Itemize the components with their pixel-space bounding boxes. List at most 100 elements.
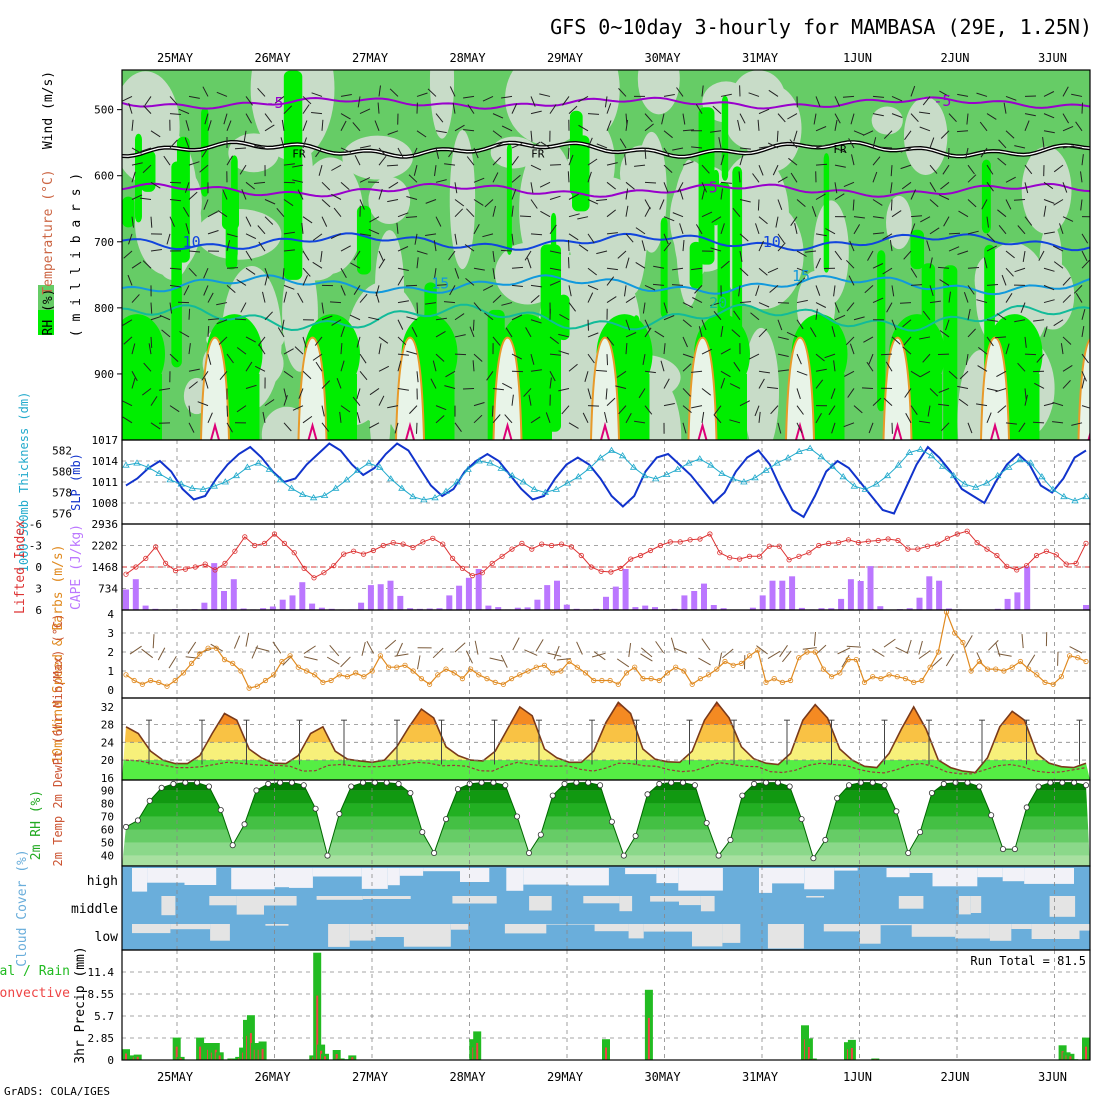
- wind-barb: [625, 257, 630, 269]
- wind-barb: [203, 285, 209, 296]
- wind-speed-point: [796, 655, 802, 661]
- wind-barb: [605, 388, 608, 400]
- wind-barb: [282, 268, 285, 280]
- surface-wind-barb: [640, 653, 653, 662]
- wind-barb: [245, 216, 252, 227]
- wind-barb: [312, 261, 323, 269]
- wind-barb: [462, 387, 475, 390]
- wind-barb: [318, 165, 323, 176]
- wind-barb: [340, 267, 347, 279]
- wind-barb: [1005, 422, 1017, 425]
- rh-point: [608, 818, 615, 825]
- wind-barb: [280, 137, 285, 149]
- wind-barb: [281, 319, 285, 331]
- wind-barb: [169, 96, 178, 105]
- rh-point: [869, 780, 876, 786]
- surface-wind-barb: [272, 641, 282, 654]
- wind-barb: [236, 405, 247, 413]
- wind-speed-point: [738, 660, 745, 667]
- lifted-index-point: [637, 552, 644, 559]
- convective-bar: [1085, 1046, 1087, 1060]
- wind-barb: [891, 113, 903, 118]
- wind-barb: [558, 387, 570, 392]
- convective-bar: [316, 995, 319, 1060]
- wind-barb: [938, 387, 950, 393]
- thickness-point: [894, 461, 903, 468]
- rh-point: [620, 852, 627, 859]
- wind-barb: [1043, 326, 1048, 338]
- wind-barb: [770, 405, 779, 415]
- wind-barb: [872, 297, 884, 304]
- wind-barb: [312, 233, 323, 241]
- lifted-index-point: [618, 565, 624, 572]
- wind-barb: [159, 387, 171, 391]
- wind-barb: [302, 250, 310, 261]
- cloud-gap: [170, 924, 211, 930]
- wind-barb: [469, 326, 475, 338]
- wind-barb: [872, 156, 881, 166]
- wind-barb: [644, 147, 647, 159]
- rh-bands: [122, 782, 1090, 866]
- wind-speed-point: [919, 677, 925, 684]
- wind-barb: [834, 314, 846, 321]
- wind-barbs: [122, 85, 1090, 434]
- thickness-point: [607, 446, 616, 453]
- wind-barb: [511, 189, 517, 200]
- wind-barb: [644, 113, 653, 123]
- wind-barb: [883, 397, 893, 407]
- thickness-point: [629, 463, 638, 470]
- wind-barb: [240, 302, 247, 313]
- cape-bar: [652, 607, 658, 610]
- wind-barb: [245, 181, 256, 190]
- wind-barb: [131, 194, 143, 200]
- thickness-point: [872, 480, 881, 487]
- wind-speed-point: [508, 675, 515, 682]
- wind-barb: [682, 240, 685, 252]
- wind-barb: [122, 95, 133, 102]
- rh-light-patch: [580, 70, 620, 133]
- wind-barb: [1053, 261, 1064, 269]
- thickness-point: [949, 471, 958, 479]
- wind-barb: [758, 302, 770, 308]
- rh-light-patch: [637, 70, 680, 115]
- temperature-tick-label: 16: [101, 772, 114, 785]
- wind-barb: [340, 147, 352, 154]
- wind-barb: [663, 130, 673, 139]
- rh-moist-column: [122, 196, 135, 228]
- wind-barb: [425, 199, 437, 204]
- wind-barb: [625, 188, 629, 200]
- wind-speed-point: [525, 668, 531, 674]
- wind-speed-point: [705, 672, 712, 678]
- lifted-index-point: [994, 552, 1000, 559]
- rh-band: [122, 803, 1090, 817]
- surface-wind-barb: [988, 640, 999, 651]
- cape-bar: [465, 577, 472, 610]
- wind-barb: [1081, 377, 1085, 389]
- lifted-index-point: [924, 543, 931, 549]
- wind-barb: [567, 171, 570, 183]
- wind-barb: [484, 199, 494, 208]
- rh-point: [585, 780, 592, 786]
- wind-barb: [789, 139, 798, 149]
- surface-wind-barb: [1069, 646, 1083, 654]
- wind-speed-point: [312, 672, 318, 678]
- wind-barb: [939, 279, 950, 286]
- wind-barb: [1042, 137, 1045, 149]
- wind-barb: [863, 336, 874, 343]
- wind-barb: [226, 267, 239, 269]
- wind-barb: [872, 263, 884, 269]
- wind-barb: [937, 266, 950, 269]
- rh-moist-column: [135, 133, 142, 223]
- temperature-25-contour: [395, 336, 425, 440]
- lifted-index-point: [776, 543, 782, 549]
- rh-point: [928, 790, 935, 797]
- rh-point: [182, 780, 189, 786]
- wind-barb: [131, 261, 142, 269]
- wind-barb: [435, 147, 440, 159]
- rh-point: [383, 780, 390, 786]
- wind-speed-point: [664, 670, 671, 676]
- cape-bar: [446, 595, 453, 610]
- lifted-index-point: [984, 546, 990, 552]
- convective-bar: [199, 1046, 202, 1060]
